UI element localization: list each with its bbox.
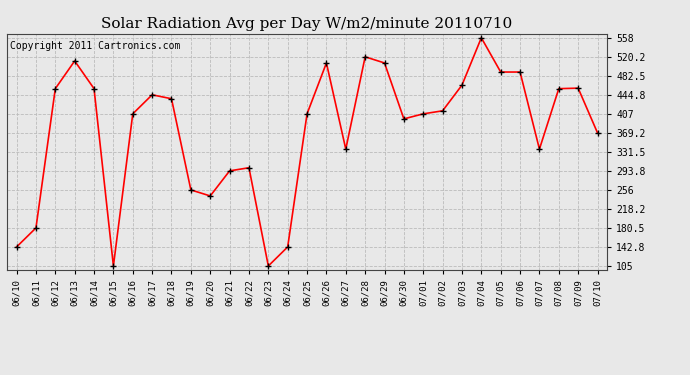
Title: Solar Radiation Avg per Day W/m2/minute 20110710: Solar Radiation Avg per Day W/m2/minute … bbox=[101, 17, 513, 31]
Text: Copyright 2011 Cartronics.com: Copyright 2011 Cartronics.com bbox=[10, 41, 180, 51]
